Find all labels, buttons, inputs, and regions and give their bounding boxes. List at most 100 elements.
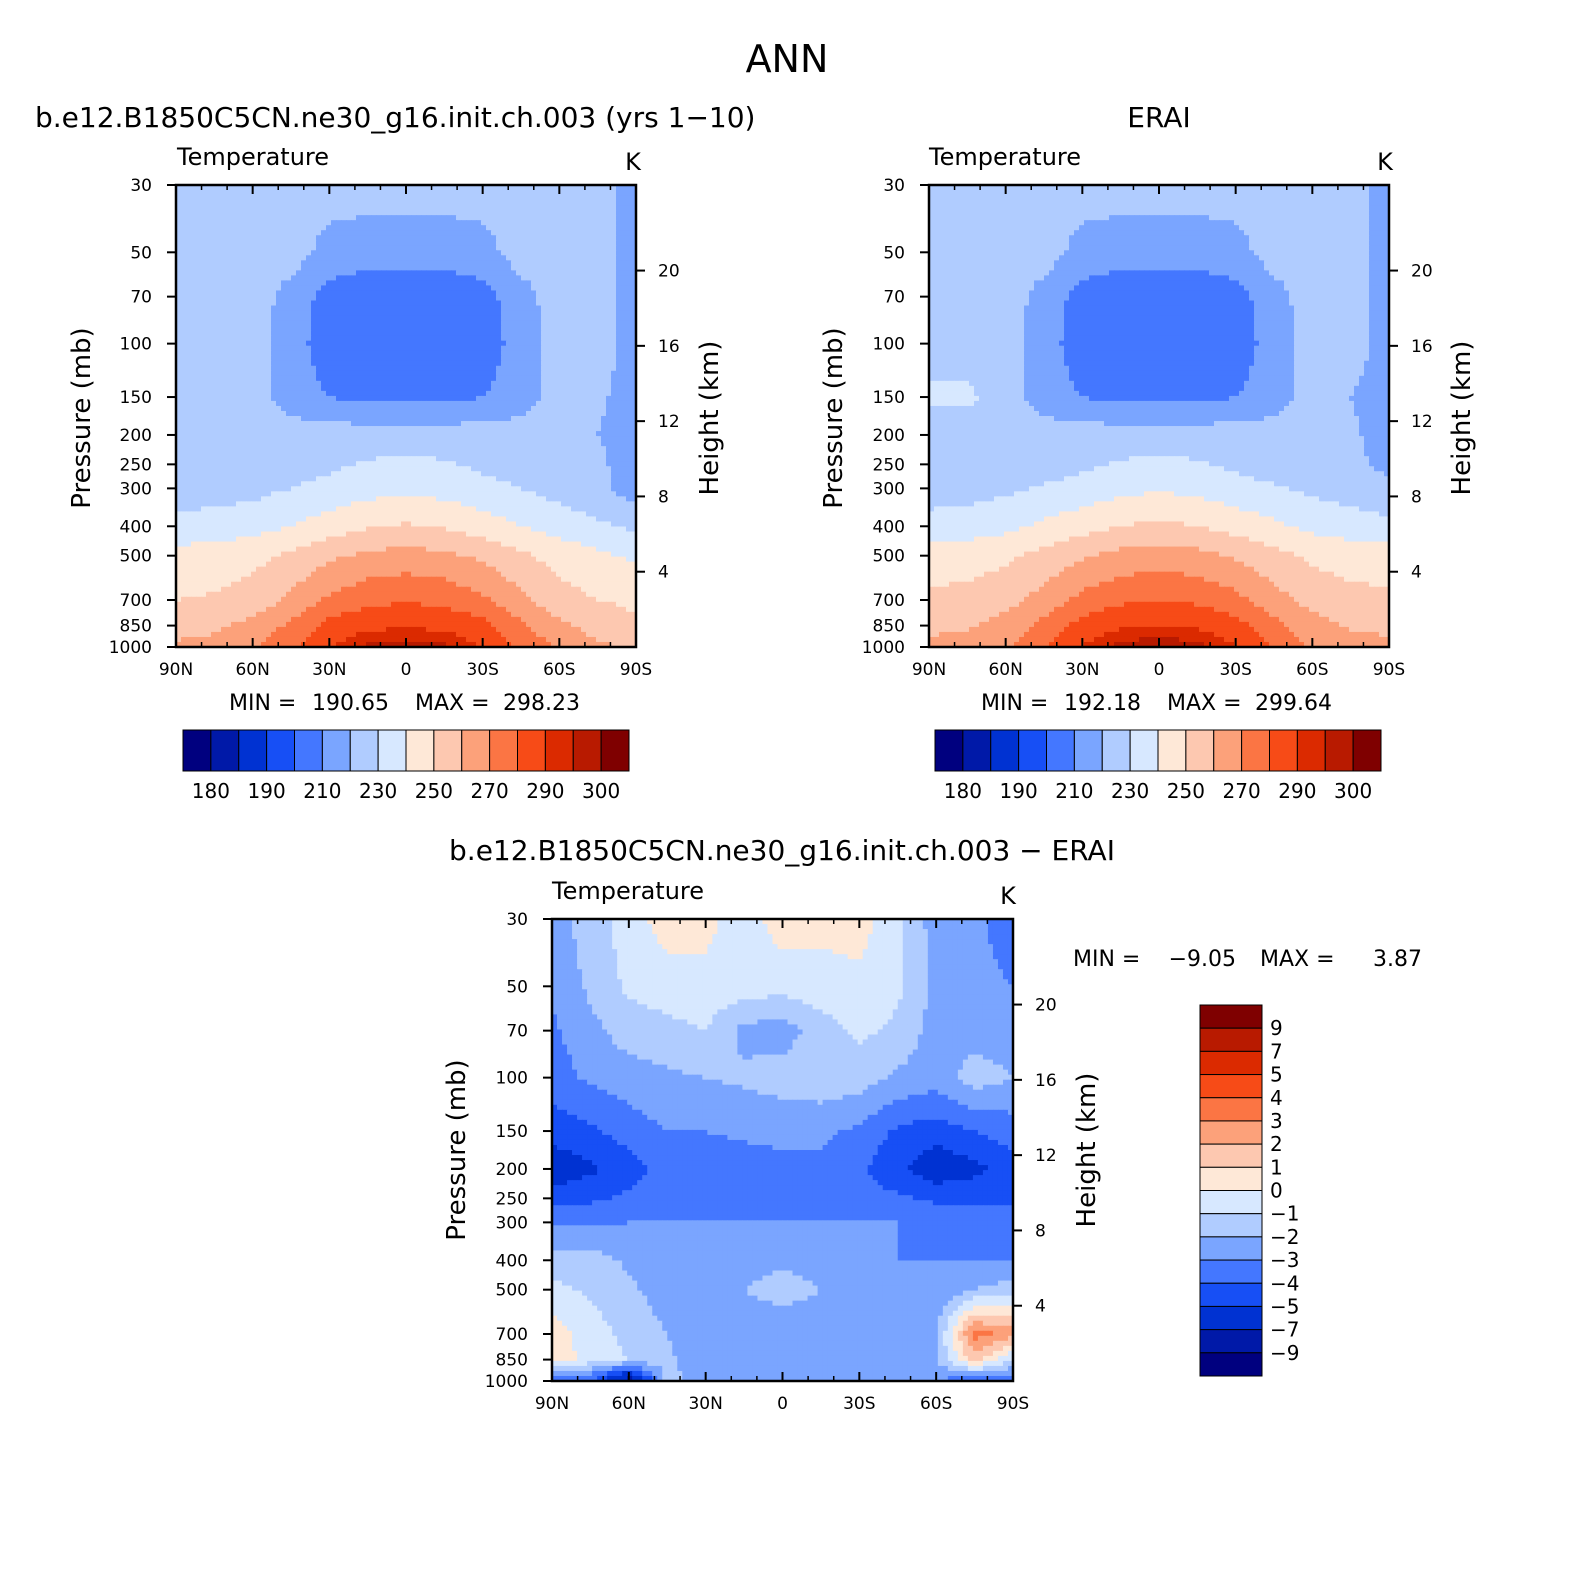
field-cell <box>401 361 407 367</box>
field-cell <box>571 220 577 226</box>
field-cell <box>361 326 367 332</box>
field-cell <box>381 436 387 442</box>
field-cell <box>566 275 572 281</box>
field-cell <box>341 275 347 281</box>
field-cell <box>306 275 312 281</box>
field-cell <box>196 230 202 236</box>
field-cell <box>346 210 352 216</box>
field-cell <box>251 240 257 246</box>
field-cell <box>406 225 412 231</box>
field-cell <box>561 386 567 392</box>
field-cell <box>541 346 547 352</box>
field-cell <box>531 416 537 422</box>
field-cell <box>216 441 222 447</box>
field-cell <box>286 321 292 327</box>
field-cell <box>401 326 407 332</box>
field-cell <box>231 376 237 382</box>
field-cell <box>296 220 302 226</box>
field-cell <box>621 200 627 206</box>
field-cell <box>231 386 237 392</box>
field-cell <box>476 391 482 397</box>
field-cell <box>496 306 502 312</box>
field-cell <box>471 411 477 417</box>
field-cell <box>391 255 397 261</box>
field-cell <box>506 301 512 307</box>
field-cell <box>391 336 397 342</box>
field-cell <box>266 376 272 382</box>
field-cell <box>196 190 202 196</box>
field-cell <box>451 396 457 402</box>
field-cell <box>556 301 562 307</box>
field-cell <box>451 195 457 201</box>
field-cell <box>421 406 427 412</box>
field-cell <box>606 255 612 261</box>
field-cell <box>361 416 367 422</box>
field-cell <box>496 301 502 307</box>
field-cell <box>246 336 252 342</box>
field-cell <box>211 245 217 251</box>
field-cell <box>401 331 407 337</box>
field-cell <box>536 295 542 301</box>
field-cell <box>291 190 297 196</box>
field-cell <box>426 371 432 377</box>
field-cell <box>541 210 547 216</box>
field-cell <box>566 426 572 432</box>
field-cell <box>616 436 622 442</box>
field-cell <box>291 210 297 216</box>
field-cell <box>231 205 237 211</box>
field-cell <box>611 230 617 236</box>
field-cell <box>406 406 412 412</box>
field-cell <box>556 215 562 221</box>
field-cell <box>616 245 622 251</box>
field-cell <box>226 220 232 226</box>
field-cell <box>311 260 317 266</box>
field-cell <box>361 391 367 397</box>
field-cell <box>551 391 557 397</box>
field-cell <box>336 326 342 332</box>
field-cell <box>401 301 407 307</box>
field-cell <box>391 406 397 412</box>
field-cell <box>581 205 587 211</box>
field-cell <box>381 260 387 266</box>
field-cell <box>611 250 617 256</box>
field-cell <box>276 195 282 201</box>
field-cell <box>346 290 352 296</box>
field-cell <box>321 331 327 337</box>
field-cell <box>271 326 277 332</box>
field-cell <box>356 416 362 422</box>
field-cell <box>591 275 597 281</box>
field-cell <box>341 220 347 226</box>
field-cell <box>396 431 402 437</box>
field-cell <box>546 356 552 362</box>
field-cell <box>266 386 272 392</box>
field-cell <box>346 285 352 291</box>
field-cell <box>341 316 347 322</box>
field-cell <box>326 341 332 347</box>
field-cell <box>446 245 452 251</box>
field-cell <box>436 230 442 236</box>
field-cell <box>296 295 302 301</box>
field-cell <box>391 326 397 332</box>
field-cell <box>331 285 337 291</box>
field-cell <box>221 250 227 256</box>
field-cell <box>556 361 562 367</box>
field-cell <box>461 326 467 332</box>
field-cell <box>446 336 452 342</box>
field-cell <box>251 331 257 337</box>
field-cell <box>426 341 432 347</box>
field-cell <box>591 295 597 301</box>
field-cell <box>206 326 212 332</box>
field-cell <box>561 190 567 196</box>
field-cell <box>456 331 462 337</box>
field-cell <box>211 401 217 407</box>
field-cell <box>626 401 632 407</box>
field-cell <box>471 331 477 337</box>
field-cell <box>591 371 597 377</box>
field-cell <box>606 210 612 216</box>
field-cell <box>511 285 517 291</box>
field-cell <box>306 285 312 291</box>
field-cell <box>276 215 282 221</box>
field-cell <box>361 381 367 387</box>
field-cell <box>286 371 292 377</box>
field-cell <box>256 240 262 246</box>
